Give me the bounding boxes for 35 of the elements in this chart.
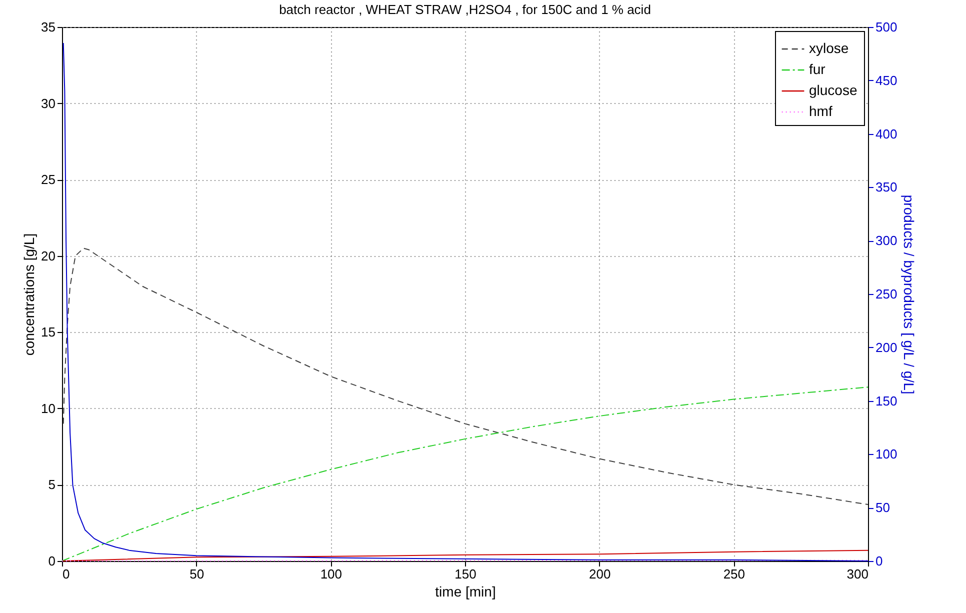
y-tick-label: 5 — [48, 477, 56, 492]
y-tick-label: 30 — [41, 96, 56, 111]
x-tick-label: 300 — [846, 566, 868, 582]
chart-title: batch reactor , WHEAT STRAW ,H2SO4 , for 150C and 1 % acid — [279, 2, 651, 17]
x-tick-label: 50 — [190, 566, 204, 582]
x-tick-label: 250 — [723, 566, 746, 582]
x-tick-label: 100 — [320, 566, 342, 582]
y2-tick-label: 350 — [876, 180, 898, 195]
y-tick-label: 10 — [41, 400, 56, 416]
y2-tick-label: 150 — [876, 393, 898, 408]
x-tick-label: 0 — [62, 566, 70, 582]
y2-tick-label: 250 — [876, 286, 898, 302]
y-tick-label: 15 — [41, 324, 56, 340]
y-axis-title: concentrations [g/L] — [21, 233, 38, 356]
y-tick-label: 20 — [41, 248, 56, 264]
y-tick-label: 25 — [41, 172, 56, 188]
y2-tick-label: 500 — [876, 20, 898, 34]
y2-tick-label: 0 — [876, 554, 883, 568]
y-tick-label: 0 — [48, 554, 56, 568]
legend-label: fur — [809, 61, 826, 77]
y2-axis-title: products / byproducts [ g/L / g/L] — [901, 194, 918, 394]
y-tick-label: 35 — [41, 20, 56, 34]
y2-tick-label: 50 — [876, 500, 890, 516]
y2-tick-label: 450 — [876, 72, 898, 88]
y2-tick-label: 400 — [876, 126, 898, 142]
x-tick-label: 200 — [588, 566, 611, 582]
x-axis-title: time [min] — [435, 584, 496, 600]
y2-tick-label: 300 — [876, 233, 898, 248]
legend-label: hmf — [809, 103, 832, 119]
y2-tick-label: 100 — [876, 446, 898, 462]
x-tick-label: 150 — [454, 566, 476, 582]
legend-label: xylose — [809, 40, 849, 56]
line-series — [62, 248, 868, 506]
y2-tick-label: 200 — [876, 340, 898, 355]
legend-label: glucose — [809, 82, 858, 98]
